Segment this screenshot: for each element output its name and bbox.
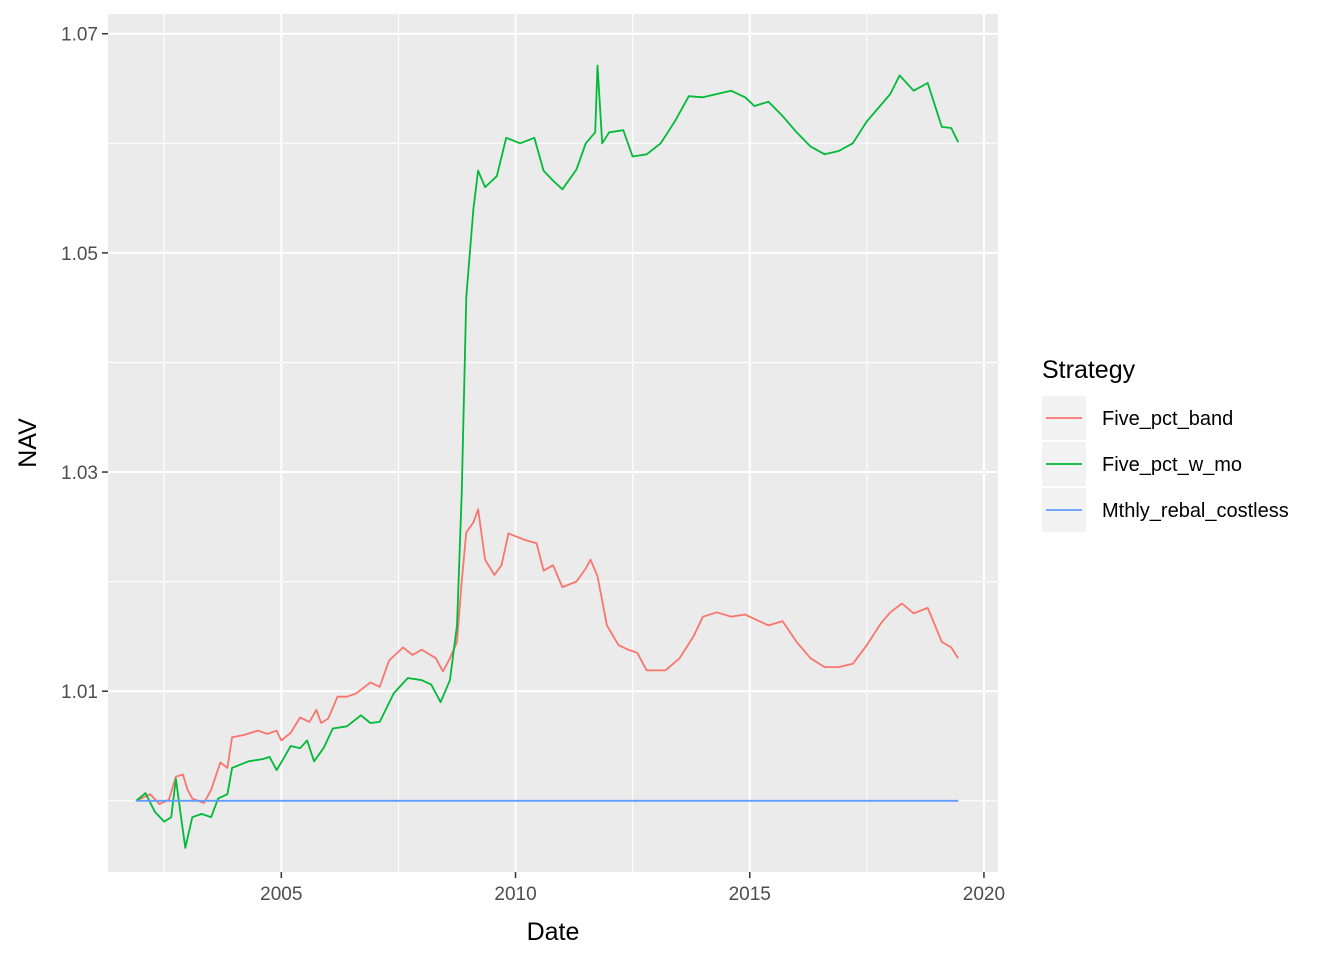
y-tick-label: 1.05 bbox=[61, 244, 98, 265]
series-lines bbox=[135, 64, 960, 849]
legend-items: Five_pct_band Five_pct_w_mo Mthly_rebal_co… bbox=[1042, 396, 1289, 532]
series-line-five-pct-w-mo bbox=[135, 64, 960, 849]
x-tick-label: 2010 bbox=[494, 884, 536, 905]
major-gridlines bbox=[108, 14, 998, 872]
y-tick-label: 1.07 bbox=[61, 25, 98, 46]
plot-panel bbox=[108, 14, 998, 872]
series-line-five-pct-band bbox=[135, 508, 959, 805]
legend-label: Mthly_rebal_costless bbox=[1102, 500, 1289, 522]
y-axis: 1.01 1.03 1.05 1.07 bbox=[61, 25, 108, 703]
x-tick-label: 2015 bbox=[729, 884, 771, 905]
legend-title: Strategy bbox=[1042, 356, 1136, 384]
x-axis-title: Date bbox=[527, 918, 580, 946]
legend-label: Five_pct_band bbox=[1102, 408, 1233, 430]
x-tick-label: 2020 bbox=[963, 884, 1005, 905]
x-axis: 2005 2010 2015 2020 bbox=[260, 872, 1005, 905]
y-tick-label: 1.03 bbox=[61, 463, 98, 484]
legend-label: Five_pct_w_mo bbox=[1102, 454, 1242, 476]
y-axis-title: NAV bbox=[14, 418, 42, 468]
x-tick-label: 2005 bbox=[260, 884, 302, 905]
legend: Strategy Five_pct_band Five_pct_w_mo Mthly… bbox=[1042, 356, 1289, 532]
y-tick-label: 1.01 bbox=[61, 682, 98, 703]
